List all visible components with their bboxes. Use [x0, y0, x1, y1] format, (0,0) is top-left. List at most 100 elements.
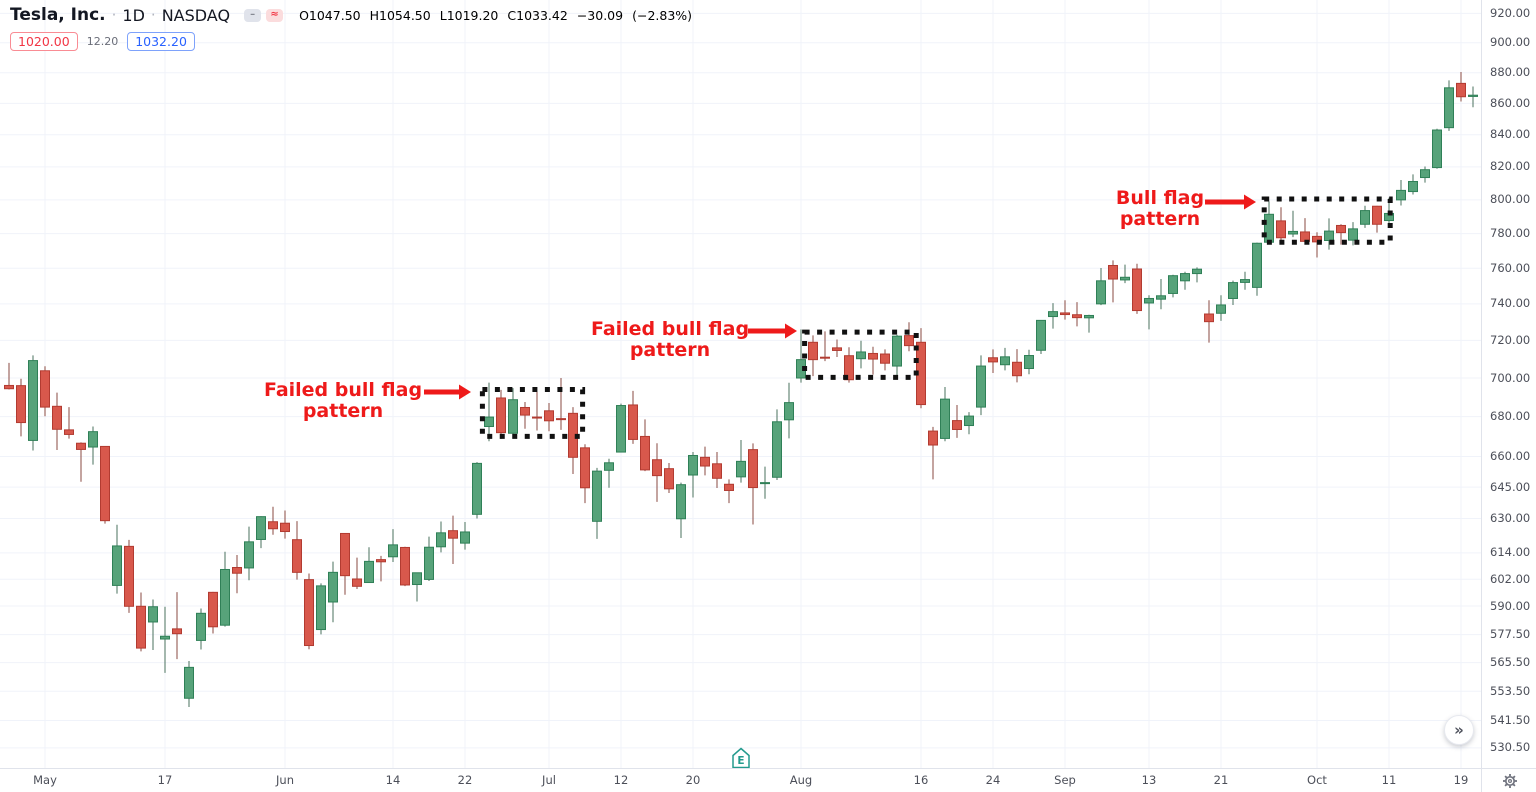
- candle-body: [628, 404, 638, 440]
- candle-body: [424, 546, 434, 580]
- candle-body: [1276, 220, 1286, 239]
- candle: [1156, 279, 1166, 310]
- candle-body: [676, 484, 686, 520]
- candle: [1288, 210, 1298, 238]
- annotation-failed-bull-flag-2[interactable]: Failed bull flag pattern: [591, 319, 749, 361]
- candle: [196, 608, 206, 650]
- candle-body: [616, 405, 626, 453]
- annotation-text-line: pattern: [629, 339, 711, 361]
- ask-price-badge[interactable]: 1032.20: [127, 32, 195, 51]
- candle-body: [340, 532, 350, 577]
- minus-status-icon[interactable]: –: [244, 8, 262, 22]
- candle-body: [148, 606, 158, 623]
- annotation-bull-flag[interactable]: Bull flag pattern: [1116, 188, 1204, 230]
- candle: [1348, 222, 1358, 246]
- candle-body: [316, 585, 326, 631]
- candle-body: [868, 352, 878, 360]
- time-axis-label: 19: [1453, 773, 1469, 787]
- candle: [352, 557, 362, 589]
- settings-gear-icon[interactable]: [1502, 773, 1518, 789]
- candle-body: [556, 418, 566, 421]
- candle: [1204, 300, 1214, 343]
- candle: [220, 551, 230, 627]
- time-axis[interactable]: May 17 Jun 14 22 Jul 12 20 Aug 16 24 Sep 13 21 Oct 11 19: [0, 768, 1481, 792]
- candle-body: [1396, 189, 1406, 201]
- candle-body: [700, 456, 710, 467]
- candle: [460, 521, 470, 550]
- symbol-name[interactable]: Tesla, Inc.: [10, 5, 106, 25]
- candle-body: [1048, 311, 1058, 318]
- candle: [736, 440, 746, 483]
- candle: [1024, 349, 1034, 375]
- chart-pane[interactable]: E Tesla, Inc. · 1D · NASDAQ – ≈ O 1047.50…: [0, 0, 1481, 768]
- axis-settings-corner[interactable]: [1481, 768, 1536, 792]
- annotation-failed-bull-flag-1[interactable]: Failed bull flag pattern: [264, 380, 422, 422]
- candle: [676, 482, 686, 538]
- candle: [148, 599, 158, 650]
- candle: [592, 467, 602, 539]
- candle-body: [64, 429, 74, 435]
- exchange-label[interactable]: NASDAQ: [161, 5, 231, 25]
- candle: [1432, 128, 1442, 169]
- candle-body: [208, 591, 218, 628]
- candle: [880, 349, 890, 371]
- price-axis-label: 565.50: [1490, 655, 1531, 670]
- candle: [964, 412, 974, 435]
- price-axis-label: 860.00: [1490, 95, 1531, 110]
- candle-body: [256, 516, 266, 540]
- interval-label[interactable]: 1D: [122, 5, 145, 25]
- candle-body: [1264, 213, 1274, 243]
- candle: [688, 452, 698, 498]
- time-axis-label: 20: [685, 773, 701, 787]
- candle-body: [1060, 312, 1070, 316]
- candle-body: [748, 449, 758, 489]
- candle-body: [412, 572, 422, 586]
- high-value: H 1054.50: [369, 7, 431, 23]
- candle-body: [1192, 268, 1202, 275]
- candle-body: [520, 406, 530, 416]
- go-to-realtime-button[interactable]: »: [1444, 715, 1474, 745]
- price-axis[interactable]: 920.00 900.00 880.00 860.00 840.00 820.00 800.…: [1481, 0, 1536, 768]
- candle-body: [484, 416, 494, 428]
- candle-body: [892, 335, 902, 367]
- annotation-arrow-head[interactable]: [1244, 194, 1256, 210]
- candle: [724, 479, 734, 504]
- candle: [76, 442, 86, 482]
- price-axis-label: 920.00: [1490, 5, 1531, 20]
- candle: [568, 407, 578, 474]
- candle: [1396, 180, 1406, 206]
- candle: [1408, 174, 1418, 195]
- candle: [952, 404, 962, 438]
- candle: [520, 402, 530, 429]
- candle-body: [76, 442, 86, 450]
- candle-body: [352, 578, 362, 587]
- delayed-data-icon[interactable]: ≈: [266, 8, 284, 22]
- annotation-arrow-head[interactable]: [785, 323, 797, 339]
- earnings-pentagon: [732, 747, 750, 768]
- candle: [376, 555, 386, 582]
- annotation-arrow-head[interactable]: [459, 384, 471, 400]
- candle: [1444, 80, 1454, 131]
- candle: [784, 382, 794, 439]
- candle: [1324, 218, 1334, 250]
- candle-body: [820, 356, 830, 359]
- pattern-box[interactable]: [1261, 196, 1393, 245]
- price-axis-label: 602.00: [1490, 571, 1531, 586]
- price-axis-label: 577.50: [1490, 627, 1531, 642]
- candle-body: [808, 341, 818, 361]
- candle: [64, 407, 74, 439]
- pattern-box[interactable]: [479, 386, 586, 439]
- candle: [844, 347, 854, 383]
- candle-body: [1324, 230, 1334, 242]
- candle-body: [448, 530, 458, 539]
- earnings-icon[interactable]: E: [732, 747, 750, 768]
- bid-price-badge[interactable]: 1020.00: [10, 32, 78, 51]
- price-axis-label: 700.00: [1490, 370, 1531, 385]
- candle: [304, 573, 314, 650]
- pattern-box[interactable]: [802, 329, 919, 380]
- candle-body: [952, 420, 962, 430]
- candle: [760, 466, 770, 499]
- candle-body: [1468, 94, 1478, 97]
- time-axis-label: Aug: [789, 773, 813, 787]
- candle: [748, 443, 758, 525]
